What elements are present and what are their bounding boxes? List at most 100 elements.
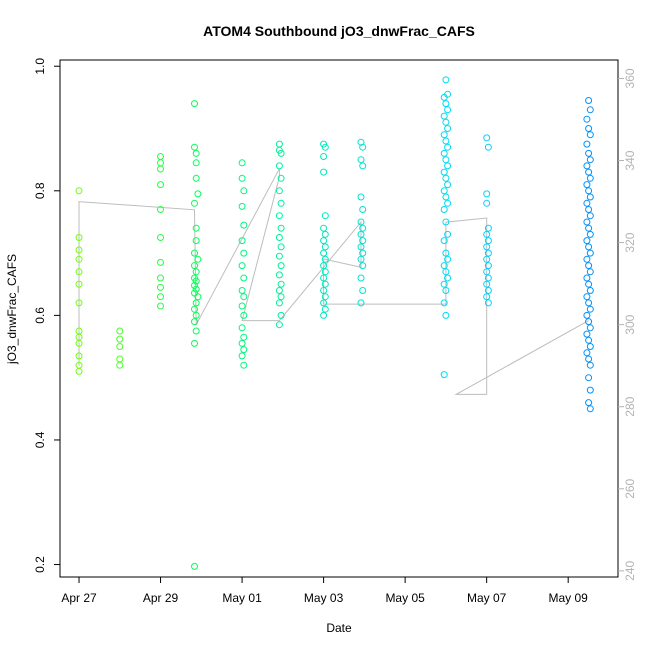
data-point bbox=[191, 562, 198, 570]
data-point bbox=[583, 218, 591, 226]
data-point bbox=[357, 274, 365, 282]
data-point bbox=[240, 249, 248, 257]
data-point bbox=[192, 237, 200, 245]
data-point bbox=[440, 187, 448, 195]
data-point bbox=[192, 299, 200, 307]
data-point bbox=[75, 299, 83, 307]
data-point bbox=[585, 206, 593, 213]
data-point bbox=[320, 153, 328, 160]
data-point bbox=[275, 234, 283, 241]
data-point bbox=[75, 339, 83, 347]
data-point bbox=[192, 268, 200, 276]
data-point bbox=[238, 262, 246, 270]
data-point bbox=[440, 112, 448, 120]
data-point bbox=[192, 285, 200, 293]
data-point bbox=[191, 339, 198, 347]
data-point bbox=[75, 234, 83, 241]
data-point bbox=[357, 193, 365, 201]
data-point bbox=[192, 224, 200, 232]
data-point bbox=[484, 237, 492, 245]
data-point bbox=[440, 299, 448, 307]
data-point bbox=[321, 280, 329, 288]
data-point bbox=[194, 190, 202, 198]
data-point bbox=[483, 230, 491, 238]
data-point bbox=[586, 249, 594, 257]
data-point bbox=[359, 206, 367, 213]
data-point bbox=[275, 212, 283, 220]
data-point bbox=[157, 234, 164, 241]
data-point bbox=[440, 237, 448, 245]
data-point bbox=[359, 143, 367, 151]
y-tick-label: 0.6 bbox=[33, 307, 47, 324]
data-point bbox=[191, 143, 198, 151]
data-point bbox=[157, 302, 164, 310]
data-point bbox=[320, 249, 328, 257]
y-tick-label: 0.4 bbox=[33, 431, 47, 448]
data-point bbox=[238, 237, 246, 245]
data-point bbox=[275, 162, 283, 170]
x-tick-label: May 03 bbox=[304, 591, 344, 605]
data-point bbox=[321, 255, 329, 263]
data-point bbox=[277, 243, 285, 251]
data-point bbox=[238, 352, 246, 360]
y-axis-label: jO3_dnwFrac_CAFS bbox=[5, 254, 19, 365]
data-point bbox=[192, 327, 200, 335]
data-point bbox=[444, 199, 452, 207]
y2-tick-label: 300 bbox=[623, 314, 637, 334]
data-point bbox=[357, 218, 365, 226]
data-point bbox=[444, 181, 452, 189]
data-point bbox=[275, 321, 283, 329]
data-point bbox=[238, 159, 246, 167]
data-point bbox=[483, 243, 491, 251]
data-point bbox=[275, 271, 283, 279]
data-point bbox=[483, 280, 491, 288]
data-point bbox=[275, 187, 283, 195]
data-point bbox=[444, 274, 452, 282]
data-point bbox=[75, 268, 83, 276]
data-point bbox=[157, 258, 164, 266]
data-point bbox=[586, 106, 594, 114]
data-point bbox=[440, 93, 448, 101]
data-point bbox=[275, 299, 283, 307]
data-point bbox=[238, 202, 246, 210]
data-point bbox=[442, 156, 450, 164]
data-point bbox=[192, 149, 200, 157]
data-point bbox=[194, 293, 202, 301]
data-point bbox=[586, 212, 594, 220]
y-tick-label: 0.2 bbox=[33, 556, 47, 573]
y2-tick-label: 260 bbox=[623, 478, 637, 498]
data-point bbox=[586, 174, 594, 182]
data-point bbox=[320, 311, 328, 319]
data-point bbox=[321, 212, 329, 220]
data-point bbox=[583, 181, 591, 189]
x-tick-label: May 07 bbox=[467, 591, 507, 605]
data-point bbox=[320, 168, 328, 176]
x-tick-label: May 09 bbox=[548, 591, 588, 605]
data-point bbox=[442, 174, 450, 182]
data-point bbox=[157, 293, 164, 301]
data-point bbox=[116, 327, 124, 335]
data-point bbox=[321, 143, 329, 151]
data-point bbox=[116, 335, 124, 343]
data-point bbox=[484, 287, 492, 294]
x-tick-label: Apr 29 bbox=[143, 591, 179, 605]
data-points bbox=[75, 76, 594, 570]
data-point bbox=[440, 262, 448, 270]
data-point bbox=[484, 224, 492, 232]
data-point bbox=[444, 143, 452, 151]
data-point bbox=[483, 190, 491, 198]
data-point bbox=[357, 255, 365, 263]
x-axis-label: Date bbox=[326, 621, 352, 635]
right-y-axis: 240 260 280 300 320 340 360 bbox=[618, 68, 637, 581]
data-point bbox=[191, 249, 198, 257]
data-point bbox=[357, 299, 365, 307]
data-point bbox=[585, 224, 593, 232]
data-point bbox=[157, 283, 164, 291]
data-point bbox=[484, 249, 492, 257]
data-point bbox=[75, 255, 83, 263]
data-point bbox=[192, 159, 200, 167]
data-point bbox=[157, 181, 164, 189]
data-point bbox=[583, 199, 591, 207]
data-point bbox=[75, 367, 83, 375]
